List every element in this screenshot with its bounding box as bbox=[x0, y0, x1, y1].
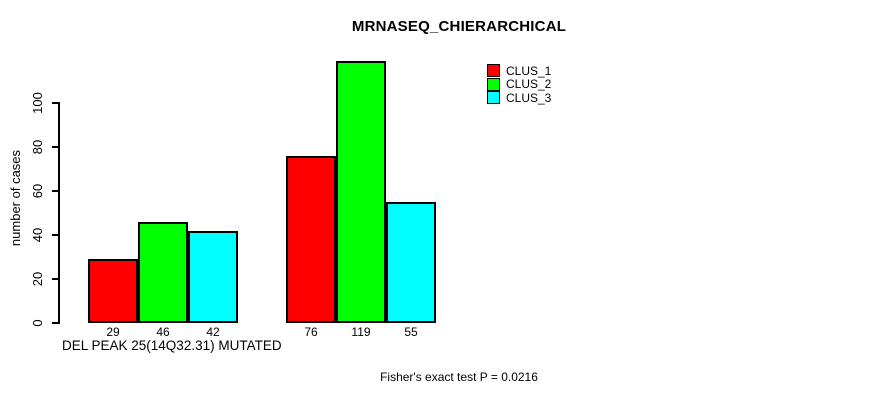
bar-count-label: 76 bbox=[304, 325, 318, 339]
y-tick-label: 60 bbox=[29, 183, 45, 199]
legend-item-clus_3: CLUS_3 bbox=[487, 91, 551, 105]
legend-swatch-clus_2 bbox=[487, 77, 500, 91]
y-tick bbox=[52, 190, 59, 192]
bar-count-label: 42 bbox=[206, 325, 220, 339]
y-tick-label: 80 bbox=[29, 139, 45, 155]
legend-item-clus_1: CLUS_1 bbox=[487, 64, 551, 78]
legend-swatch-clus_1 bbox=[487, 64, 500, 78]
y-tick bbox=[52, 102, 59, 104]
y-tick bbox=[52, 146, 59, 148]
chart-title: MRNASEQ_CHIERARCHICAL bbox=[351, 18, 567, 35]
legend-item-clus_2: CLUS_2 bbox=[487, 77, 552, 92]
y-tick-label: 40 bbox=[29, 227, 45, 243]
bar-clus_2-group-1 bbox=[138, 222, 188, 323]
y-axis-label: number of cases bbox=[7, 128, 23, 268]
legend: CLUS_1 CLUS_2 CLUS_3 bbox=[487, 64, 551, 105]
x-axis-label: DEL PEAK 25(14Q32.31) MUTATED bbox=[62, 338, 282, 353]
y-tick bbox=[52, 322, 59, 324]
bar-count-label: 55 bbox=[404, 325, 418, 339]
y-tick-label: 0 bbox=[29, 319, 45, 327]
legend-swatch-clus_3 bbox=[487, 91, 500, 105]
bar-clus_1-group-1 bbox=[88, 259, 138, 323]
legend-label: CLUS_2 bbox=[506, 77, 552, 92]
bar-count-label: 46 bbox=[156, 325, 170, 339]
bar-count-label: 29 bbox=[106, 325, 120, 339]
y-tick bbox=[52, 278, 59, 280]
bar-clus_3-group-2 bbox=[386, 202, 436, 323]
bar-count-label: 119 bbox=[351, 325, 371, 339]
bar-clus_1-group-2 bbox=[286, 156, 336, 323]
y-axis-label-text: number of cases bbox=[7, 149, 23, 247]
bar-clus_3-group-1 bbox=[188, 231, 238, 323]
legend-label: CLUS_3 bbox=[506, 90, 552, 105]
bar-clus_2-group-2 bbox=[336, 61, 386, 323]
fisher-test-annotation: Fisher's exact test P = 0.0216 bbox=[380, 370, 538, 384]
y-axis-line bbox=[58, 102, 60, 324]
y-tick-label: 100 bbox=[29, 92, 45, 114]
y-tick bbox=[52, 234, 59, 236]
legend-label: CLUS_1 bbox=[506, 63, 552, 78]
y-tick-label: 20 bbox=[29, 271, 45, 287]
